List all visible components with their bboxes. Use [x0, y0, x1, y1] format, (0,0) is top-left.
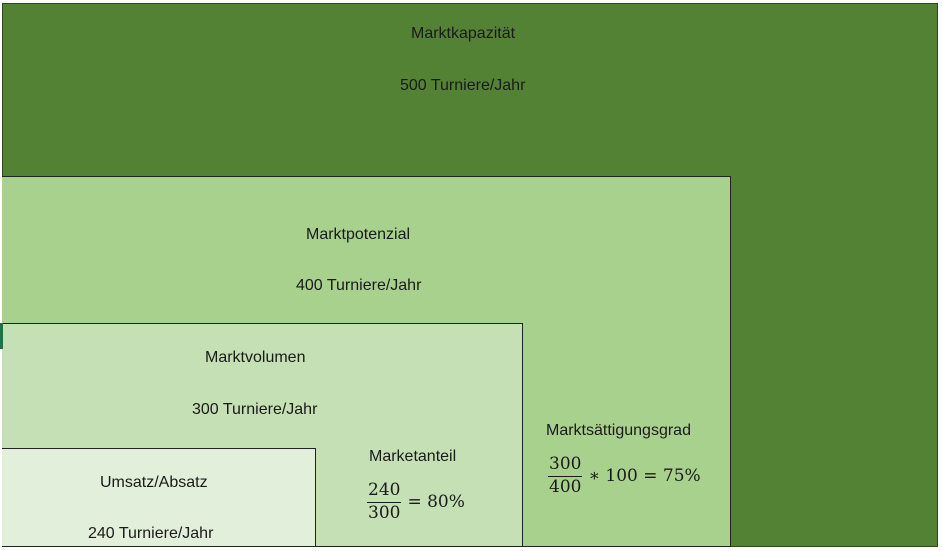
market-share-formula: 240 300 = 80% — [367, 481, 465, 523]
sales-box — [2, 448, 316, 547]
cell-marker — [0, 323, 3, 349]
saturation-title: Marktsättigungsgrad — [546, 422, 691, 439]
market-volume-value: 300 Turniere/Jahr — [192, 401, 318, 418]
market-share-fraction: 240 300 — [367, 481, 402, 523]
market-share-numerator: 240 — [367, 481, 402, 503]
market-capacity-value: 500 Turniere/Jahr — [400, 77, 526, 94]
saturation-result: ∗ 100 = 75% — [588, 466, 701, 487]
market-potential-title: Marktpotenzial — [306, 226, 411, 243]
market-share-title: Marketanteil — [369, 448, 457, 465]
market-potential-value: 400 Turniere/Jahr — [296, 277, 422, 294]
market-share-result: = 80% — [407, 492, 465, 513]
saturation-numerator: 300 — [548, 455, 583, 477]
sales-value: 240 Turniere/Jahr — [88, 525, 214, 542]
market-share-denominator: 300 — [368, 502, 401, 523]
saturation-fraction: 300 400 — [548, 455, 583, 497]
sales-title: Umsatz/Absatz — [100, 474, 208, 491]
saturation-formula: 300 400 ∗ 100 = 75% — [548, 455, 701, 497]
saturation-denominator: 400 — [549, 476, 582, 497]
market-volume-title: Marktvolumen — [205, 349, 306, 366]
market-capacity-title: Marktkapazität — [411, 25, 516, 42]
